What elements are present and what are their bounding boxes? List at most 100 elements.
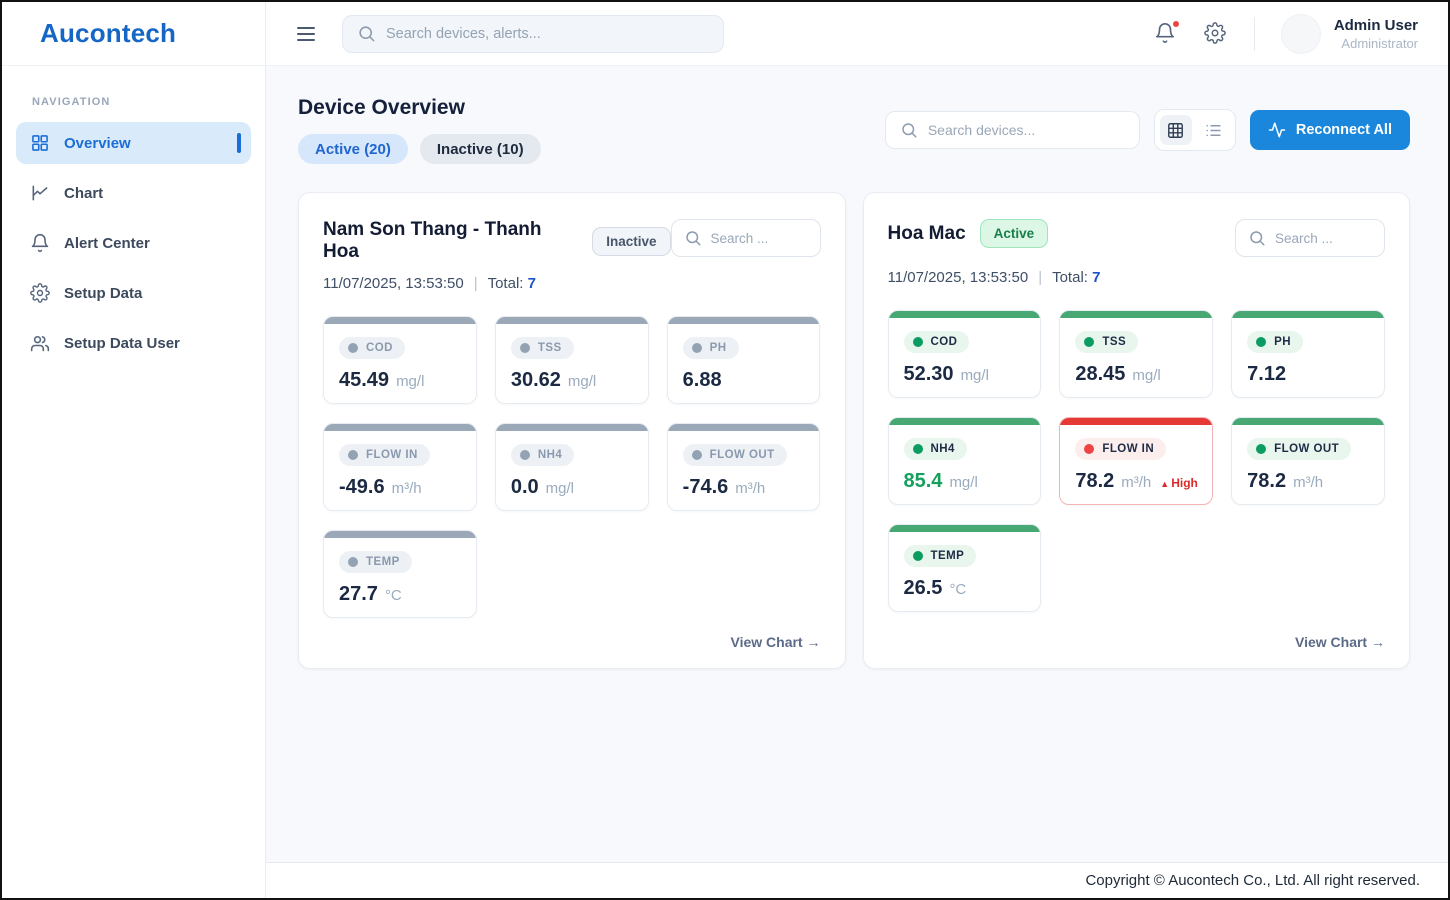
device-total-value: 7 [1092,269,1101,286]
metric-label: COD [930,336,958,348]
metric-label-pill: FLOW IN [1075,438,1167,460]
tile-status-bar [495,317,648,324]
activity-pulse-icon [1268,121,1286,139]
device-card-footer: View Chart → [323,618,821,650]
sidebar-item-setup-data-user[interactable]: Setup Data User [16,322,251,364]
metric-label: PH [1274,336,1292,348]
bell-icon [30,233,50,253]
device-card-nam-son-thang-thanh-hoa: Nam Son Thang - Thanh Hoa Inactive 11/07/2… [298,192,846,669]
tile-status-bar [1232,311,1384,318]
sidebar-item-overview[interactable]: Overview [16,122,251,164]
device-card-hoa-mac: Hoa Mac Active 11/07/2025, 13:53:50 | Total:… [862,192,1410,669]
tile-status-bar [667,317,820,324]
page-toolbar: Reconnect All [884,109,1410,151]
metric-tile-flow-out: FLOW OUT 78.2 m³/h [1231,417,1385,505]
metric-value: 27.7 [339,583,378,605]
sidebar-item-label: Alert Center [64,234,150,252]
metric-label: PH [709,342,727,354]
view-chart-link[interactable]: View Chart → [1295,634,1385,650]
filter-tab-active-20[interactable]: Active (20) [298,134,408,164]
device-name: Hoa Mac [887,222,966,244]
page-title: Device Overview [298,96,465,119]
metric-label-pill: NH4 [510,444,575,466]
view-chart-link[interactable]: View Chart → [730,634,821,650]
metric-value: 78.2 [1247,470,1287,492]
filter-tab-inactive-10[interactable]: Inactive (10) [419,134,541,164]
metric-label-pill: FLOW OUT [682,444,787,466]
metric-value: -49.6 [339,476,385,498]
status-badge: Active [979,219,1049,248]
dashboard-icon [30,133,50,153]
global-search[interactable] [342,14,724,53]
user-menu[interactable]: Admin User Administrator [1280,13,1418,54]
global-search-input[interactable] [386,25,709,42]
device-metric-search-input[interactable] [1275,230,1372,246]
status-dot-icon [912,337,923,347]
page-header: Device Overview Active (20) Inactive (10) [298,96,1410,164]
high-alert-flag: ▲ High [1160,476,1198,490]
sidebar-item-alert-center[interactable]: Alert Center [16,222,251,264]
sidebar-item-label: Setup Data [64,284,143,302]
logo-container: Aucontech [2,2,265,66]
metric-label: TSS [537,342,562,354]
metric-unit: m³/h [1121,474,1152,491]
metric-value: 52.30 [903,363,954,385]
menu-icon[interactable] [294,21,320,47]
main-column: Admin User Administrator Device Overview… [266,2,1448,898]
metric-tile-flow-in: FLOW IN -49.6 m³/h [323,423,477,511]
device-search[interactable] [884,111,1140,149]
metric-value: -74.6 [682,476,729,498]
metric-tile-flow-out: FLOW OUT -74.6 m³/h [666,423,821,511]
copyright-text: Copyright © Aucontech Co., Ltd. All righ… [1085,872,1420,889]
device-metric-search[interactable] [1235,219,1385,257]
metric-value-row: 27.7 °C [339,583,461,606]
metric-label-pill: TEMP [339,551,412,573]
footer: Copyright © Aucontech Co., Ltd. All righ… [266,862,1448,898]
status-dot-icon [519,450,530,460]
metric-value-row: 45.49 mg/l [339,369,461,392]
sidebar-item-chart[interactable]: Chart [16,172,251,214]
tile-status-bar [888,311,1041,318]
search-icon [684,229,702,247]
gear-icon [30,283,50,303]
metric-tile-ph: PH 7.12 [1231,310,1385,398]
status-filter-tabs: Active (20) Inactive (10) [298,134,541,164]
sidebar-item-setup-data[interactable]: Setup Data [16,272,251,314]
metric-label-pill: COD [339,337,405,359]
status-dot-icon [1256,444,1267,454]
metric-unit: m³/h [735,480,766,497]
status-dot-icon [1084,337,1095,347]
status-dot-icon [912,444,923,454]
status-dot-icon [912,551,923,561]
active-indicator [237,133,241,153]
device-metric-search[interactable] [670,219,821,257]
device-name: Nam Son Thang - Thanh Hoa [323,219,542,262]
user-role: Administrator [1341,35,1418,51]
status-dot-icon [691,450,702,460]
metric-label: COD [366,342,393,354]
notifications-bell-icon[interactable] [1154,19,1180,46]
metric-value: 78.2 [1075,470,1115,492]
tile-status-bar [495,424,648,431]
metric-tile-tss: TSS 28.45 mg/l [1059,310,1214,398]
topbar-divider [1253,16,1255,51]
status-dot-icon [348,343,358,353]
avatar [1280,13,1321,54]
metric-value: 45.49 [339,369,390,391]
device-search-input[interactable] [927,122,1125,138]
sidebar-item-label: Overview [64,134,131,152]
view-toggle [1153,109,1236,151]
list-view-icon[interactable] [1198,115,1230,145]
page-title-block: Device Overview Active (20) Inactive (10) [298,96,541,164]
settings-gear-icon[interactable] [1203,21,1228,46]
metric-unit: m³/h [1293,474,1324,491]
reconnect-all-button[interactable]: Reconnect All [1249,110,1410,150]
metric-value-row: 78.2 m³/h ▲ High [1075,470,1198,493]
metric-unit: mg/l [949,474,978,491]
metric-label: NH4 [930,443,955,455]
grid-view-icon[interactable] [1159,115,1192,145]
metric-tile-nh4: NH4 85.4 mg/l [887,417,1042,505]
device-metric-search-input[interactable] [710,230,808,246]
notification-dot [1171,19,1180,28]
metric-unit: °C [384,587,402,604]
